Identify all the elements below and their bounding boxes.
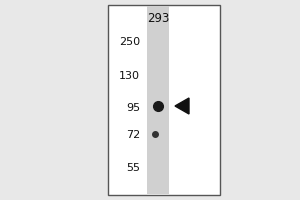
Text: 95: 95 xyxy=(126,103,140,113)
Bar xyxy=(108,5,220,195)
Text: 250: 250 xyxy=(119,37,140,47)
Text: 72: 72 xyxy=(126,130,140,140)
Polygon shape xyxy=(175,98,189,114)
Text: 293: 293 xyxy=(147,12,169,25)
Text: 55: 55 xyxy=(126,163,140,173)
Text: 130: 130 xyxy=(119,71,140,81)
Bar xyxy=(147,6,169,194)
